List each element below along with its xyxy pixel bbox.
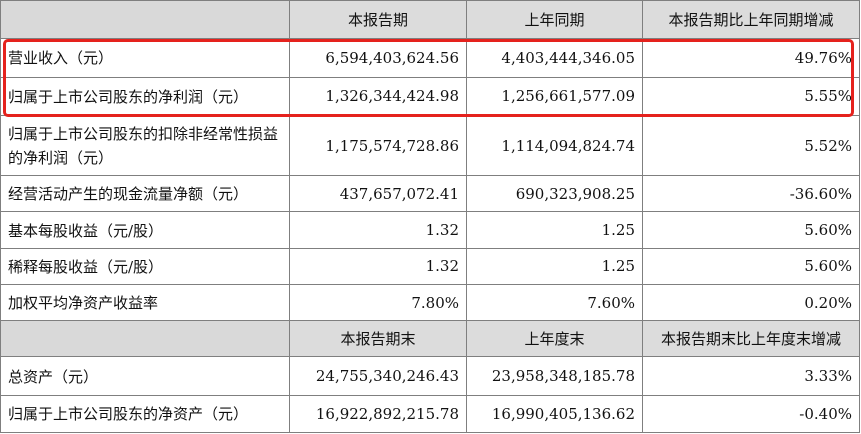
row-prior-value: 16,990,405,136.62 (466, 394, 643, 434)
row-label: 总资产（元） (0, 356, 290, 396)
row-change-value: 0.20% (642, 283, 860, 322)
table-row: 归属于上市公司股东的扣除非经常性损益的净利润（元） 1,175,574,728.… (0, 114, 860, 177)
table-row: 基本每股收益（元/股） 1.32 1.25 5.60% (0, 211, 860, 249)
table-row: 经营活动产生的现金流量净额（元） 437,657,072.41 690,323,… (0, 175, 860, 213)
row-label: 基本每股收益（元/股） (0, 211, 290, 249)
header-period-end: 本报告期末 (289, 320, 467, 358)
row-label: 经营活动产生的现金流量净额（元） (0, 175, 290, 213)
row-prior-value: 690,323,908.25 (466, 175, 643, 213)
header-row-period-end: 本报告期末 上年度末 本报告期末比上年度末增减 (0, 320, 860, 358)
table-row: 总资产（元） 24,755,340,246.43 23,958,348,185.… (0, 356, 860, 396)
row-label: 营业收入（元） (0, 38, 290, 78)
header-row: 本报告期 上年同期 本报告期比上年同期增减 (0, 0, 860, 40)
row-prior-value: 1,256,661,577.09 (466, 76, 643, 116)
row-change-value: 5.55% (642, 76, 860, 116)
row-change-value: 3.33% (642, 356, 860, 396)
row-current-value: 24,755,340,246.43 (289, 356, 467, 396)
row-current-value: 437,657,072.41 (289, 175, 467, 213)
row-current-value: 1.32 (289, 211, 467, 249)
row-current-value: 16,922,892,215.78 (289, 394, 467, 434)
row-prior-value: 1.25 (466, 247, 643, 285)
row-change-value: 5.60% (642, 247, 860, 285)
table-row: 稀释每股收益（元/股） 1.32 1.25 5.60% (0, 247, 860, 285)
row-current-value: 6,594,403,624.56 (289, 38, 467, 78)
row-change-value: 5.52% (642, 114, 860, 177)
table-row: 归属于上市公司股东的净资产（元） 16,922,892,215.78 16,99… (0, 394, 860, 434)
row-current-value: 1,326,344,424.98 (289, 76, 467, 116)
row-current-value: 1.32 (289, 247, 467, 285)
header-change-year-end: 本报告期末比上年度末增减 (642, 320, 860, 358)
row-label: 稀释每股收益（元/股） (0, 247, 290, 285)
row-current-value: 7.80% (289, 283, 467, 322)
row-prior-value: 4,403,444,346.05 (466, 38, 643, 78)
header-blank-cell (0, 0, 290, 40)
table-row: 加权平均净资产收益率 7.80% 7.60% 0.20% (0, 283, 860, 322)
row-prior-value: 7.60% (466, 283, 643, 322)
header-current-period: 本报告期 (289, 0, 467, 40)
table-row: 营业收入（元） 6,594,403,624.56 4,403,444,346.0… (0, 38, 860, 78)
header-blank-cell (0, 320, 290, 358)
row-prior-value: 23,958,348,185.78 (466, 356, 643, 396)
table-row: 归属于上市公司股东的净利润（元） 1,326,344,424.98 1,256,… (0, 76, 860, 116)
header-prior-year-end: 上年度末 (466, 320, 643, 358)
row-label: 归属于上市公司股东的净资产（元） (0, 394, 290, 434)
row-current-value: 1,175,574,728.86 (289, 114, 467, 177)
row-change-value: 49.76% (642, 38, 860, 78)
row-label: 归属于上市公司股东的净利润（元） (0, 76, 290, 116)
row-label: 加权平均净资产收益率 (0, 283, 290, 322)
row-change-value: 5.60% (642, 211, 860, 249)
row-change-value: -36.60% (642, 175, 860, 213)
header-change: 本报告期比上年同期增减 (642, 0, 860, 40)
row-prior-value: 1,114,094,824.74 (466, 114, 643, 177)
row-label: 归属于上市公司股东的扣除非经常性损益的净利润（元） (0, 114, 290, 177)
header-prior-period: 上年同期 (466, 0, 643, 40)
row-prior-value: 1.25 (466, 211, 643, 249)
row-change-value: -0.40% (642, 394, 860, 434)
